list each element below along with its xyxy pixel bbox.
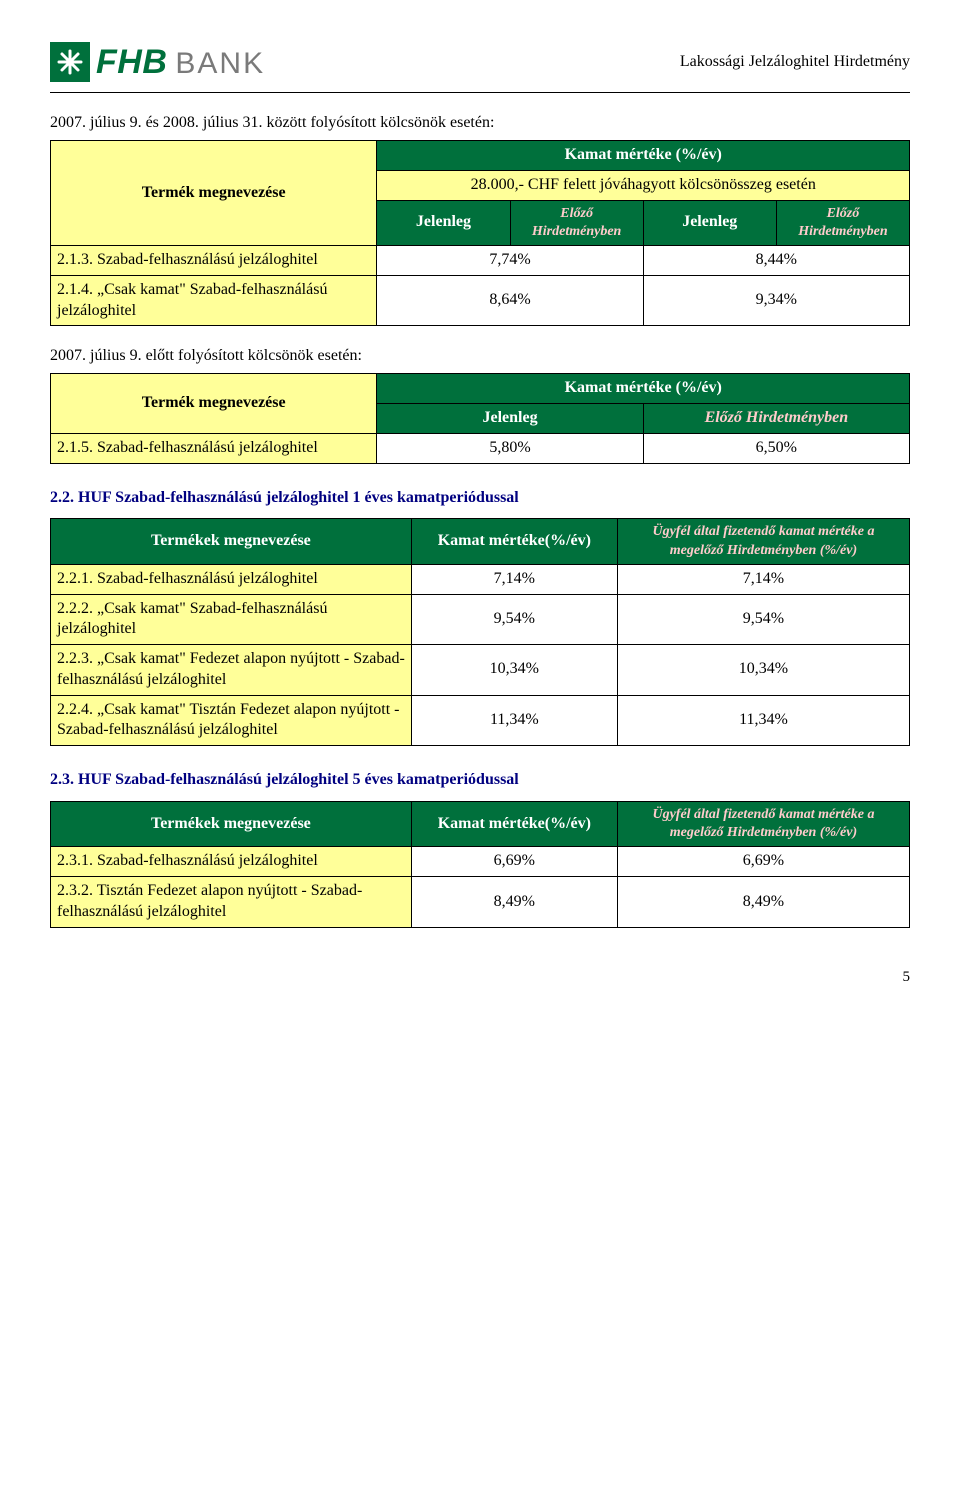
t1-jelenleg-1: Jelenleg: [377, 200, 510, 245]
page-number: 5: [50, 968, 910, 988]
t2-r1-v1: 5,80%: [377, 433, 643, 463]
t4-r2-label: 2.3.2. Tisztán Fedezet alapon nyújtott -…: [51, 877, 412, 928]
table-1: Termék megnevezése Kamat mértéke (%/év) …: [50, 140, 910, 326]
t3-h2: Ügyfél által fizetendő kamat mértéke a m…: [617, 519, 909, 564]
t4-r1-v2: 6,69%: [617, 847, 909, 877]
table-row: 2.1.5. Szabad-felhasználású jelzáloghite…: [51, 433, 910, 463]
t3-r2-v1: 9,54%: [411, 594, 617, 645]
header-subtitle: Lakossági Jelzáloghitel Hirdetmény: [680, 52, 910, 73]
logo-mark-icon: [50, 42, 90, 82]
t3-r3-label: 2.2.3. „Csak kamat" Fedezet alapon nyújt…: [51, 645, 412, 696]
t4-r2-v2: 8,49%: [617, 877, 909, 928]
header-divider: [50, 92, 910, 93]
t1-r2-label: 2.1.4. „Csak kamat" Szabad-felhasználású…: [51, 275, 377, 326]
section2-lead: 2007. július 9. előtt folyósított kölcsö…: [50, 346, 910, 367]
table-3: Termékek megnevezése Kamat mértéke(%/év)…: [50, 518, 910, 746]
t3-r2-v2: 9,54%: [617, 594, 909, 645]
table-4: Termékek megnevezése Kamat mértéke(%/év)…: [50, 801, 910, 928]
t1-elozo-2: Előző Hirdetményben: [776, 200, 909, 245]
page-header: FHB BANK Lakossági Jelzáloghitel Hirdetm…: [50, 40, 910, 84]
t2-r1-v2: 6,50%: [643, 433, 909, 463]
t3-h0: Termékek megnevezése: [51, 519, 412, 564]
table-row: 2.3.2. Tisztán Fedezet alapon nyújtott -…: [51, 877, 910, 928]
t2-row-header: Termék megnevezése: [51, 374, 377, 434]
table-row: 2.1.4. „Csak kamat" Szabad-felhasználású…: [51, 275, 910, 326]
t2-r1-label: 2.1.5. Szabad-felhasználású jelzáloghite…: [51, 433, 377, 463]
t3-r4-v1: 11,34%: [411, 695, 617, 746]
t1-r1-label: 2.1.3. Szabad-felhasználású jelzáloghite…: [51, 245, 377, 275]
t1-r1-v1: 7,74%: [377, 245, 643, 275]
t2-elozo: Előző Hirdetményben: [643, 403, 909, 433]
t3-r4-label: 2.2.4. „Csak kamat" Tisztán Fedezet alap…: [51, 695, 412, 746]
table-row: 2.1.3. Szabad-felhasználású jelzáloghite…: [51, 245, 910, 275]
t1-elozo-1: Előző Hirdetményben: [510, 200, 643, 245]
t4-r1-label: 2.3.1. Szabad-felhasználású jelzáloghite…: [51, 847, 412, 877]
t4-r2-v1: 8,49%: [411, 877, 617, 928]
t1-jelenleg-2: Jelenleg: [643, 200, 776, 245]
table-row: 2.2.1. Szabad-felhasználású jelzáloghite…: [51, 564, 910, 594]
table-row: 2.2.4. „Csak kamat" Tisztán Fedezet alap…: [51, 695, 910, 746]
t2-top-header: Kamat mértéke (%/év): [377, 374, 910, 404]
logo-text: FHB BANK: [96, 40, 265, 84]
t1-top-header: Kamat mértéke (%/év): [377, 140, 910, 170]
section1-lead: 2007. július 9. és 2008. július 31. közö…: [50, 113, 910, 134]
t1-row-header: Termék megnevezése: [51, 140, 377, 245]
t3-r1-label: 2.2.1. Szabad-felhasználású jelzáloghite…: [51, 564, 412, 594]
t4-h1: Kamat mértéke(%/év): [411, 802, 617, 847]
t3-r2-label: 2.2.2. „Csak kamat" Szabad-felhasználású…: [51, 594, 412, 645]
t4-r1-v1: 6,69%: [411, 847, 617, 877]
t3-r3-v2: 10,34%: [617, 645, 909, 696]
logo-bank-text: BANK: [175, 44, 265, 83]
logo: FHB BANK: [50, 40, 265, 84]
section3-title: 2.2. HUF Szabad-felhasználású jelzáloghi…: [50, 488, 910, 509]
logo-fhb-text: FHB: [96, 40, 167, 84]
table-row: 2.2.2. „Csak kamat" Szabad-felhasználású…: [51, 594, 910, 645]
t3-r1-v1: 7,14%: [411, 564, 617, 594]
table-2: Termék megnevezése Kamat mértéke (%/év) …: [50, 373, 910, 463]
t1-r2-v1: 8,64%: [377, 275, 643, 326]
t3-r3-v1: 10,34%: [411, 645, 617, 696]
t1-r1-v2: 8,44%: [643, 245, 909, 275]
t4-h2: Ügyfél által fizetendő kamat mértéke a m…: [617, 802, 909, 847]
t1-r2-v2: 9,34%: [643, 275, 909, 326]
t3-r1-v2: 7,14%: [617, 564, 909, 594]
table-row: 2.2.3. „Csak kamat" Fedezet alapon nyújt…: [51, 645, 910, 696]
t1-sub-header: 28.000,- CHF felett jóváhagyott kölcsönö…: [377, 170, 910, 200]
table-row: 2.3.1. Szabad-felhasználású jelzáloghite…: [51, 847, 910, 877]
t4-h0: Termékek megnevezése: [51, 802, 412, 847]
t2-jelenleg: Jelenleg: [377, 403, 643, 433]
t3-h1: Kamat mértéke(%/év): [411, 519, 617, 564]
t3-r4-v2: 11,34%: [617, 695, 909, 746]
section4-title: 2.3. HUF Szabad-felhasználású jelzáloghi…: [50, 770, 910, 791]
